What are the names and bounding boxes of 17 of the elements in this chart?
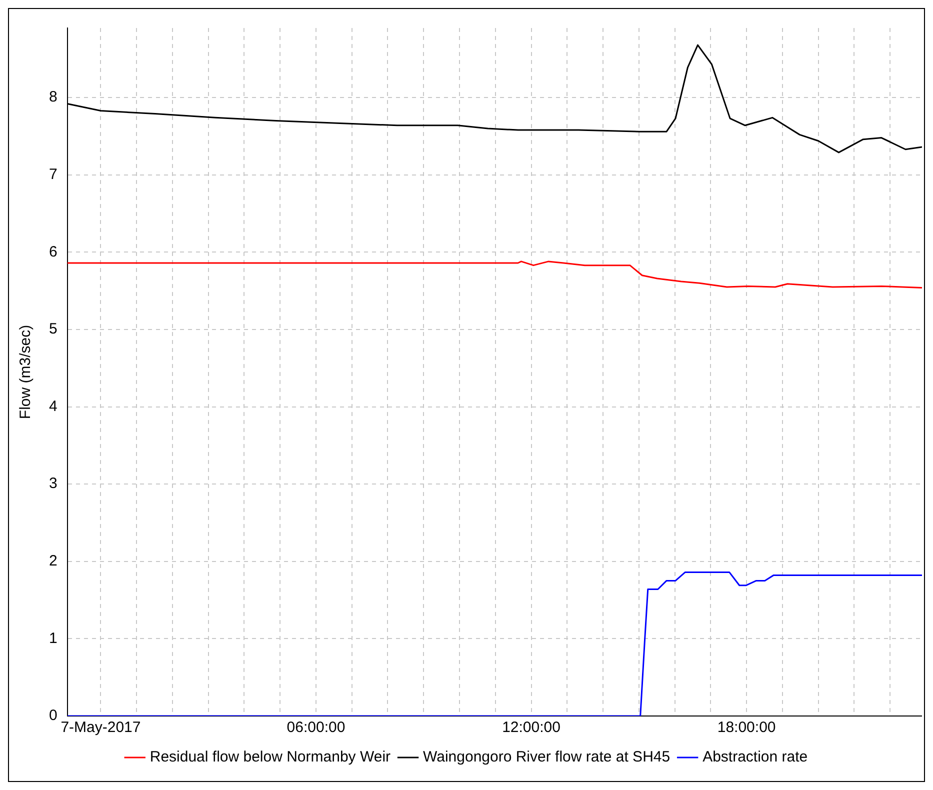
- y-tick-label: 1: [49, 630, 58, 647]
- x-tick-label: 7-May-2017: [60, 719, 141, 736]
- x-tick-label: 18:00:00: [717, 719, 776, 736]
- y-tick-label: 3: [49, 475, 58, 492]
- legend-label: Abstraction rate: [702, 748, 808, 766]
- legend-label: Residual flow below Normanby Weir: [150, 748, 391, 766]
- legend-label: Waingongoro River flow rate at SH45: [423, 748, 670, 766]
- y-axis-title: Flow (m3/sec): [17, 324, 34, 420]
- y-tick-label: 8: [49, 88, 58, 106]
- y-tick-label: 2: [49, 552, 58, 570]
- y-tick-label: 6: [49, 243, 58, 260]
- x-tick-label: 06:00:00: [286, 719, 346, 736]
- y-tick-label: 5: [49, 320, 58, 338]
- x-tick-label: 12:00:00: [502, 719, 560, 736]
- y-tick-label: 0: [49, 707, 58, 724]
- y-tick-label: 7: [49, 166, 58, 184]
- y-tick-label: 4: [49, 398, 58, 415]
